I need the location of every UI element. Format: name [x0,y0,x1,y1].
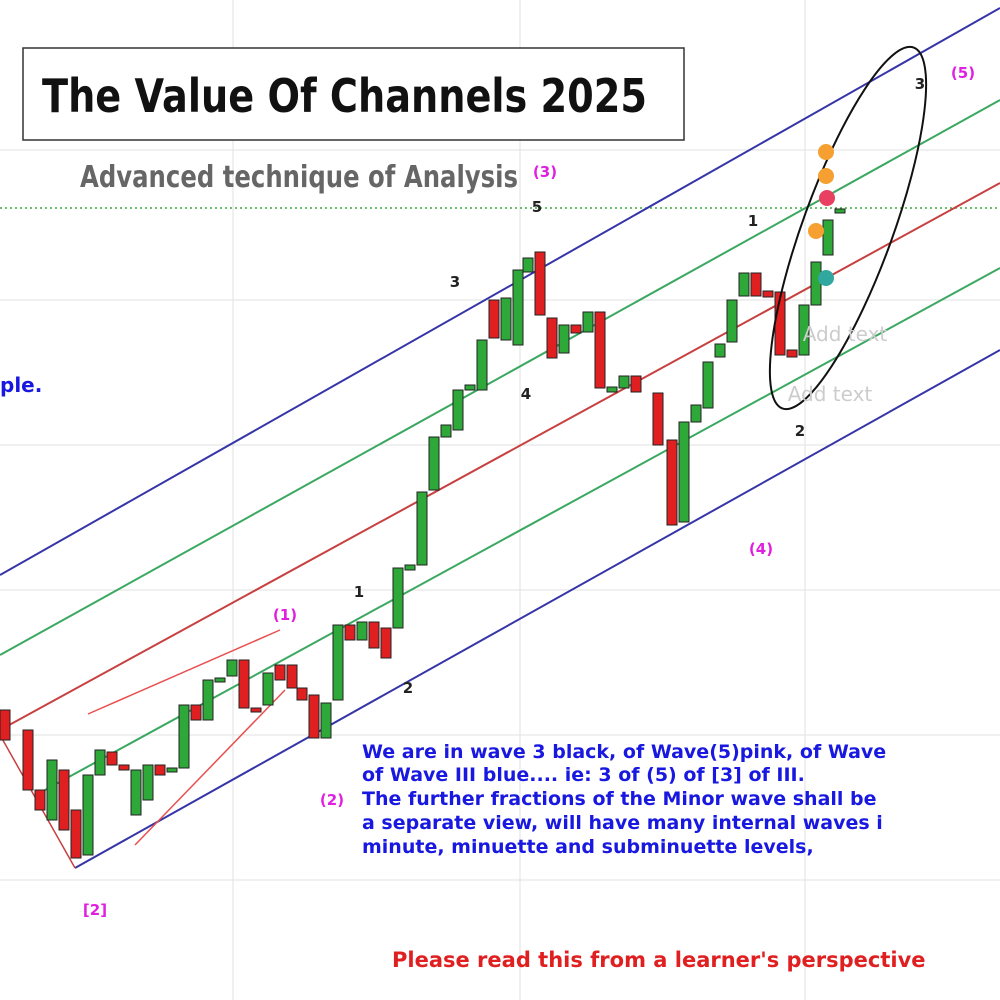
annotation-line: a separate view, will have many internal… [362,812,883,834]
wave-label: (3) [533,163,557,181]
wave-label: (4) [749,540,773,558]
wave-label: [2] [83,901,107,919]
wave-label: 1 [354,583,364,601]
side-text: ple. [0,373,42,397]
annotation-line: of Wave III blue.... ie: 3 of (5) of [3]… [362,764,805,786]
wave-label: 3 [915,75,925,93]
title: The Value Of Channels 2025 [42,69,647,123]
wave-label: 2 [403,679,413,697]
green-candles [46,208,846,856]
annotation: We are in wave 3 black, of Wave(5)pink, … [362,741,886,858]
wave-label: (5) [951,64,975,82]
wave-label: (1) [273,606,297,624]
wave-label: 1 [748,212,758,230]
wave-label: 4 [521,385,531,403]
wave-label: (2) [320,791,344,809]
title-box [22,47,685,141]
wave-label: 2 [795,422,805,440]
subtitle: Advanced technique of Analysis [80,160,518,195]
placeholder: Add text [788,382,873,406]
annotation-line: minute, minuette and subminuette levels, [362,836,814,858]
annotation-line: We are in wave 3 black, of Wave(5)pink, … [362,741,886,763]
highlight-ellipse [768,45,928,411]
wave-labels: (3) 5 3 4 1 2 3 (5) (4) (1) 1 2 (2) [2] [83,64,975,919]
wave-label: 3 [450,273,460,291]
footer: Please read this from a learner's perspe… [392,948,926,972]
placeholder: Add text [803,322,888,346]
wave-label: 5 [532,198,542,216]
red-candles [0,251,798,859]
signal-dots [808,144,835,286]
annotation-line: The further fractions of the Minor wave … [362,788,877,810]
